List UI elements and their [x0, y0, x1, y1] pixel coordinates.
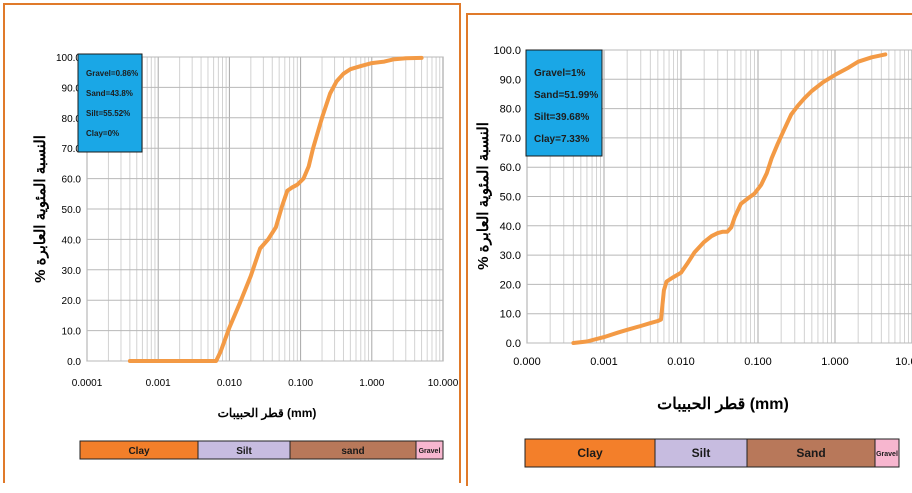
y-tick-label: 50.0 — [62, 205, 82, 216]
y-tick-label: 60.0 — [500, 162, 521, 174]
x-tick-label: 0.100 — [288, 378, 313, 389]
legend-segment — [415, 440, 444, 460]
x-tick-label: 1.000 — [821, 356, 849, 368]
x-tick-label: 0.000 — [513, 356, 541, 368]
y-tick-label: 30.0 — [62, 266, 82, 277]
annotation-text: Clay=7.33% — [534, 134, 589, 145]
legend-segment-label: Gravel — [419, 448, 441, 455]
legend-segment — [654, 438, 748, 468]
y-tick-label: 0.0 — [67, 357, 81, 368]
legend-segment — [874, 438, 900, 468]
y-tick-label: 90.0 — [500, 74, 521, 86]
right-chart-panel: 0.0 10.0 20.0 30.0 40.0 50.0 60.0 70.0 80.0 90.0 1… — [466, 13, 912, 486]
legend-segment-label: Silt — [236, 446, 252, 457]
legend-segment-label: Gravel — [876, 451, 898, 458]
annotation-text: Gravel=1% — [534, 68, 586, 79]
annotation-box — [525, 49, 603, 157]
y-tick-label: 40.0 — [500, 221, 521, 233]
x-tick-label: 0.001 — [590, 356, 618, 368]
x-tick-label: 1.000 — [359, 378, 384, 389]
right-chart-svg: 0.0 10.0 20.0 30.0 40.0 50.0 60.0 70.0 80.0 90.0 1… — [475, 45, 912, 468]
x-tick-label: 0.0001 — [72, 378, 103, 389]
gradation-curve — [571, 52, 888, 345]
y-tick-label: 70.0 — [62, 144, 82, 155]
y-tick-label: 20.0 — [62, 296, 82, 307]
y-tick-label: 80.0 — [500, 104, 521, 116]
x-tick-label: 0.010 — [217, 378, 242, 389]
annotation-text: Sand=43.8% — [86, 89, 133, 98]
annotation-text: Gravel=0.86% — [86, 69, 138, 78]
y-tick-label: 50.0 — [500, 192, 521, 204]
y-tick-label: 100.0 — [493, 45, 521, 57]
x-tick-label: 10.000 — [428, 378, 459, 389]
annotation-text: Clay=0% — [86, 129, 119, 138]
x-tick-label: 0.001 — [146, 378, 171, 389]
legend-segment-label: Silt — [692, 446, 711, 460]
y-axis-label: % النسبة المئوية العابرة — [32, 135, 49, 283]
y-tick-label: 90.0 — [62, 83, 82, 94]
x-tick-label: 0.010 — [667, 356, 695, 368]
annotation-text: Silt=39.68% — [534, 112, 589, 123]
legend-segment-label: Clay — [577, 446, 603, 460]
annotation-text: Silt=55.52% — [86, 109, 130, 118]
legend-segment-label: sand — [341, 446, 364, 457]
y-tick-label: 70.0 — [500, 133, 521, 145]
y-tick-label: 0.0 — [506, 338, 521, 350]
gradation-curve — [127, 55, 424, 363]
left-chart-panel: 0.0 10.0 20.0 30.0 40.0 50.0 60.0 70.0 80.0 90.0 1… — [3, 3, 461, 483]
x-axis-label: قطر الحبيبات (mm) — [218, 406, 317, 421]
x-axis-label: قطر الحبيبات (mm) — [657, 396, 789, 414]
y-tick-label: 60.0 — [62, 175, 82, 186]
legend-segment-label: Sand — [796, 446, 825, 460]
x-tick-label: 10.000 — [895, 356, 912, 368]
y-tick-label: 10.0 — [500, 309, 521, 321]
y-tick-label: 20.0 — [500, 279, 521, 291]
left-chart-svg: 0.0 10.0 20.0 30.0 40.0 50.0 60.0 70.0 80.0 90.0 1… — [32, 53, 459, 460]
y-axis-label: % النسبة المئوية العابرة — [475, 122, 492, 270]
y-tick-label: 10.0 — [62, 327, 82, 338]
x-tick-label: 0.100 — [744, 356, 772, 368]
y-tick-label: 40.0 — [62, 235, 82, 246]
y-tick-label: 30.0 — [500, 250, 521, 262]
annotation-text: Sand=51.99% — [534, 90, 598, 101]
y-tick-label: 80.0 — [62, 114, 82, 125]
annotation-box — [77, 53, 143, 153]
legend-segment-label: Clay — [128, 446, 150, 457]
y-tick-label: 100.0 — [56, 53, 81, 64]
